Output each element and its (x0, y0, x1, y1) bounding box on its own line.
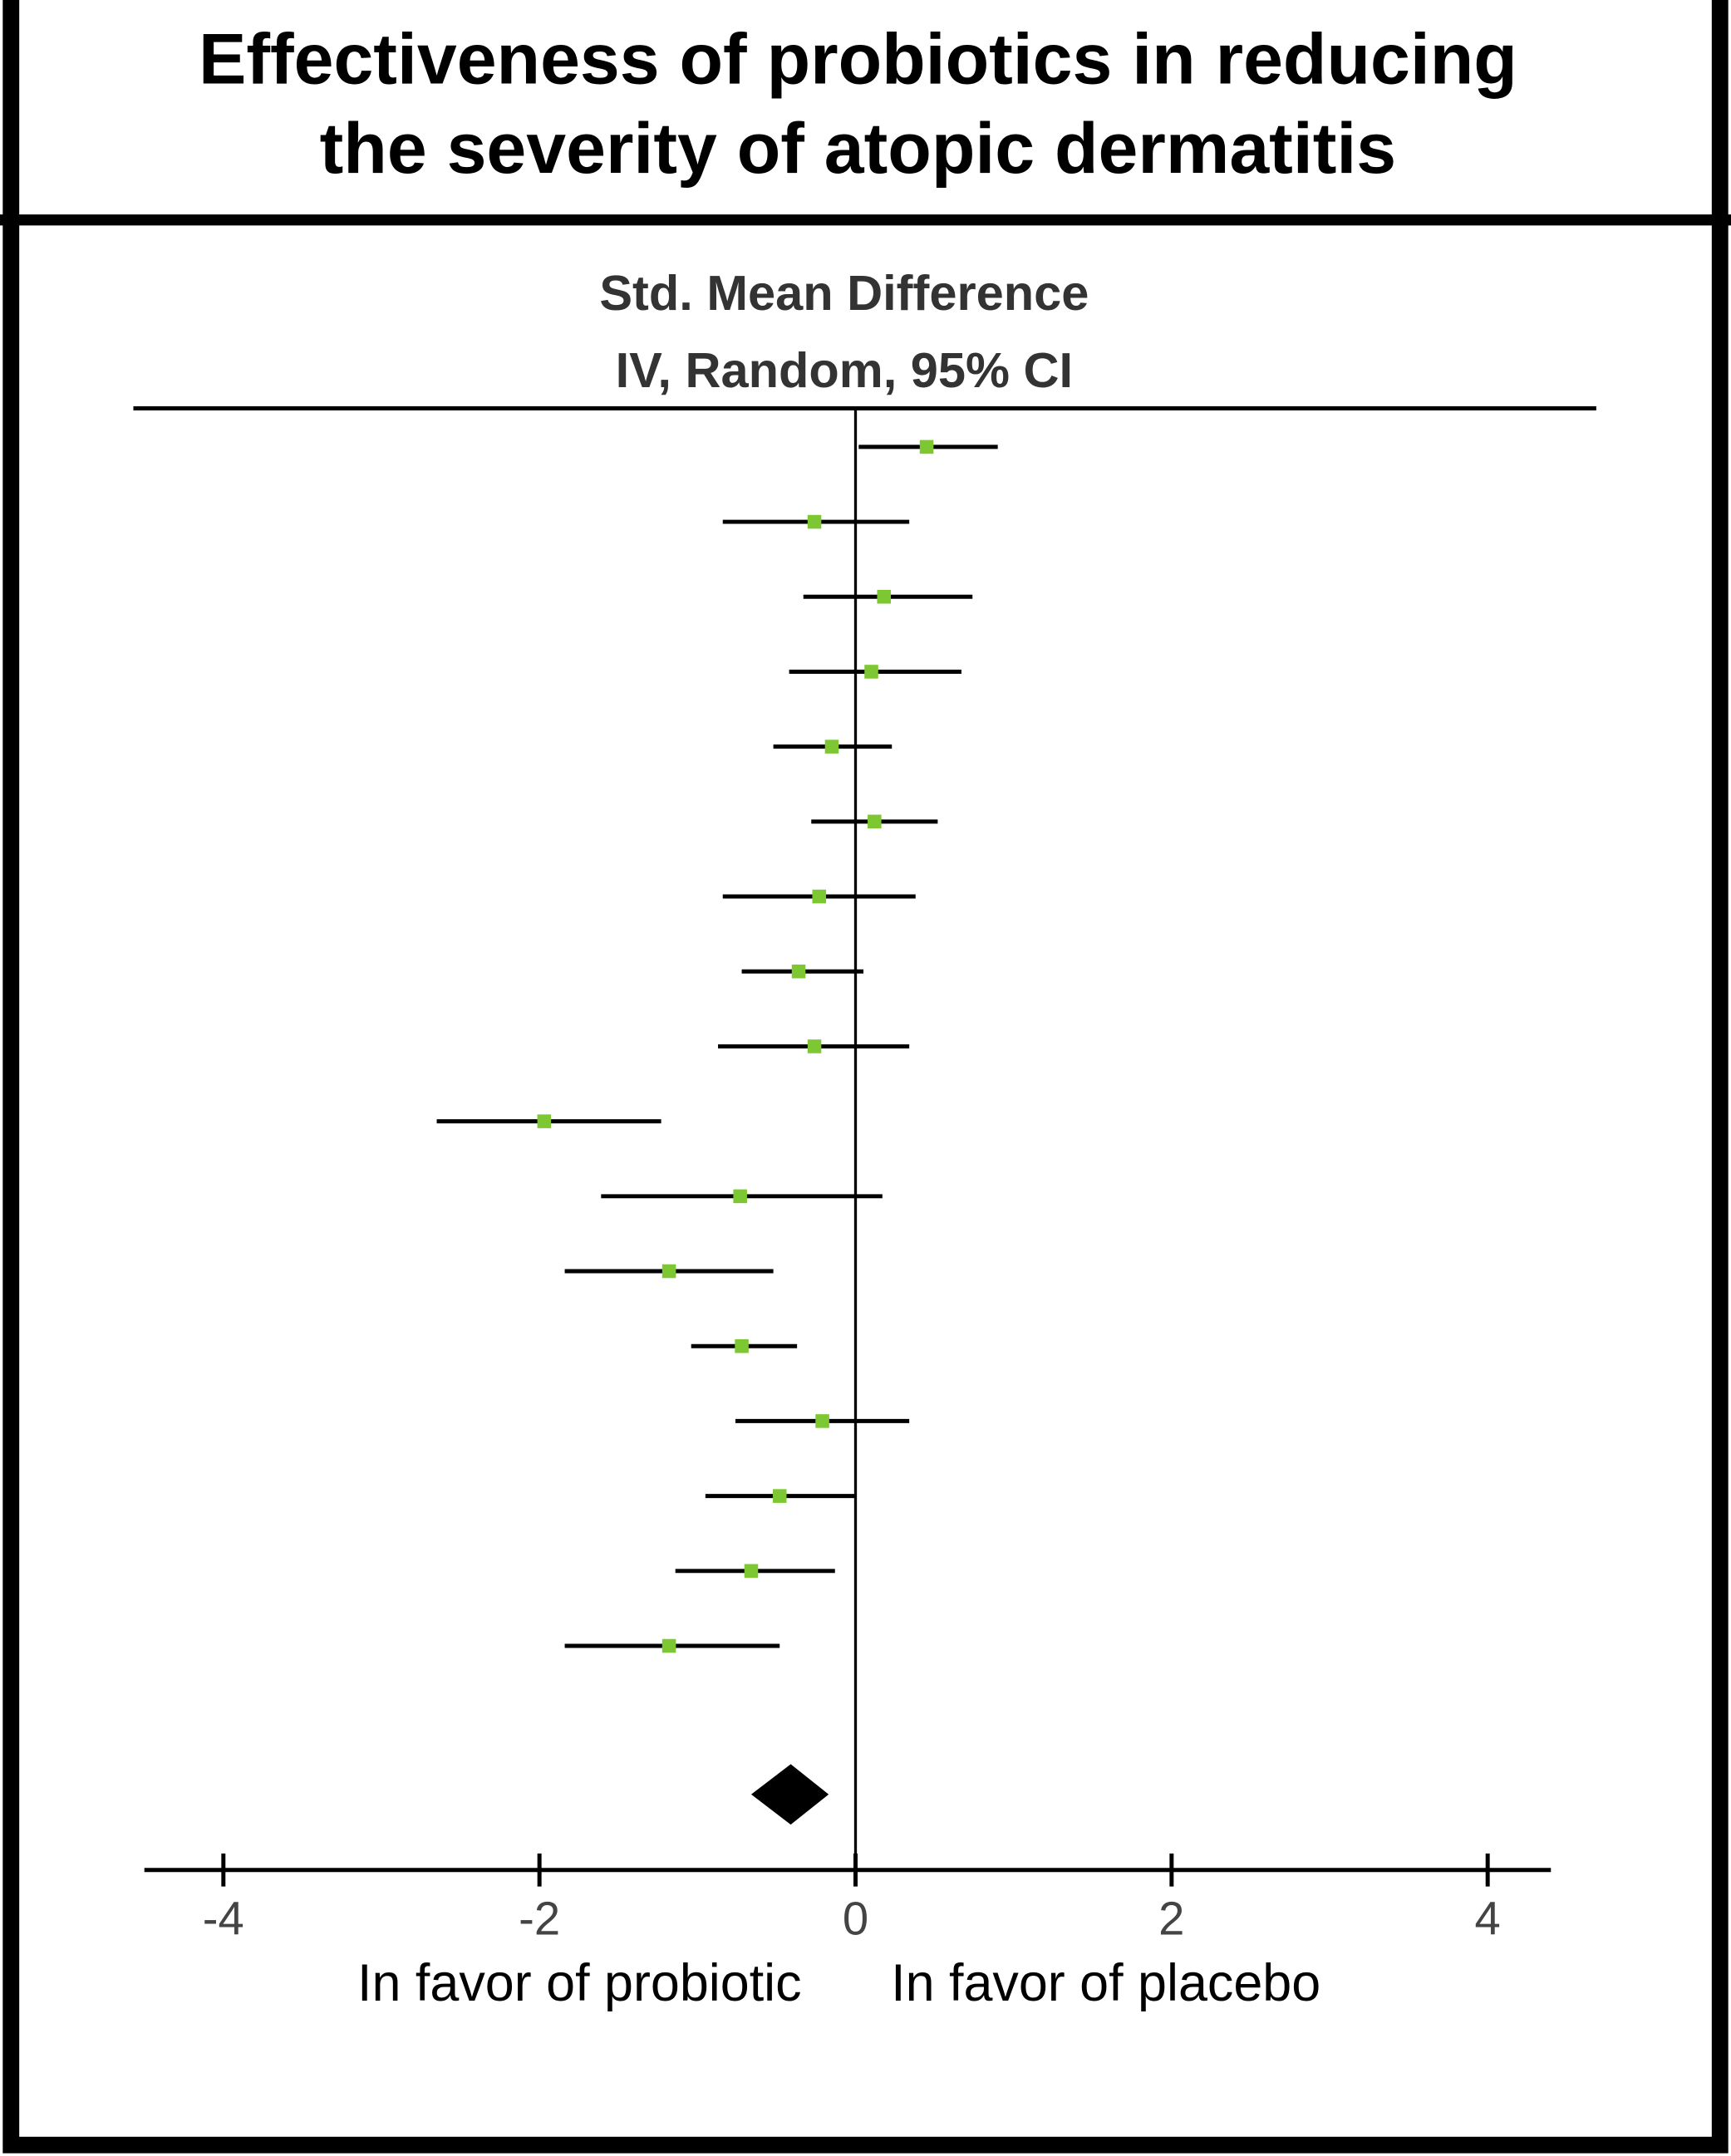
point-estimate (807, 1039, 822, 1053)
x-tick-label: -2 (519, 1893, 560, 1945)
x-tick-label: 2 (1158, 1893, 1184, 1945)
axis-annotation: In favor of placebo (891, 1954, 1320, 2012)
point-estimate (807, 514, 822, 529)
point-estimate (864, 665, 878, 679)
point-estimate (733, 1189, 747, 1204)
point-estimate (877, 589, 892, 604)
point-estimate (919, 440, 934, 454)
point-estimate (661, 1638, 676, 1653)
column-header: Std. Mean Difference (599, 265, 1089, 321)
x-tick-label: -4 (203, 1893, 244, 1945)
x-tick-label: 0 (843, 1893, 868, 1945)
point-estimate (735, 1338, 749, 1353)
point-estimate (868, 814, 882, 829)
point-estimate (772, 1489, 787, 1503)
point-estimate (661, 1264, 676, 1279)
column-header: IV, Random, 95% CI (616, 342, 1073, 398)
chart-title: Effectiveness of probiotics in reducing (199, 20, 1517, 100)
point-estimate (812, 889, 827, 904)
point-estimate (537, 1114, 552, 1128)
axis-annotation: In favor of probiotic (357, 1954, 802, 2012)
point-estimate (824, 739, 839, 754)
point-estimate (815, 1414, 829, 1428)
point-estimate (791, 964, 806, 979)
point-estimate (744, 1564, 759, 1579)
x-tick-label: 4 (1475, 1893, 1501, 1945)
pooled-diamond (750, 1764, 829, 1825)
chart-title: the severity of atopic dermatitis (320, 109, 1396, 189)
